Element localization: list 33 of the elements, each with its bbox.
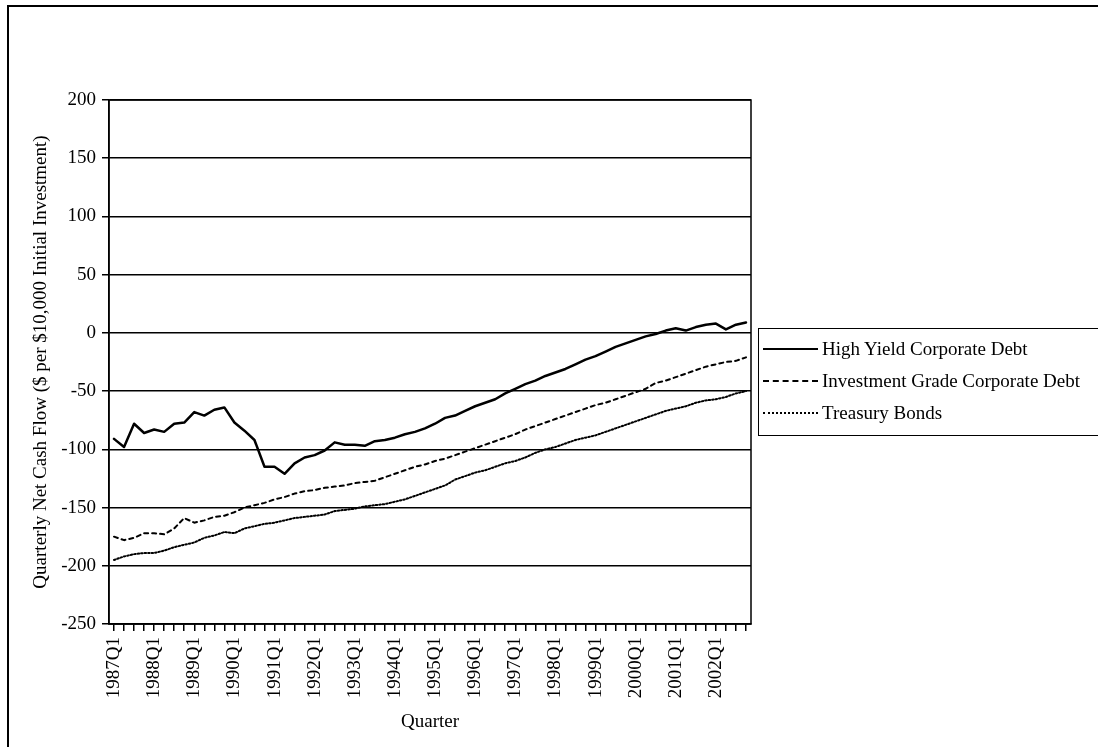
y-tick-label: 50 [77,262,96,284]
y-tick-label: -100 [61,437,96,459]
line-series [113,356,747,542]
y-tick-label: -200 [61,553,96,575]
x-tick-label: 1987Q1 [102,637,123,699]
legend-label: Investment Grade Corporate Debt [822,370,1080,392]
x-axis-title: Quarter [400,709,460,731]
y-tick-label: 100 [67,204,96,226]
y-axis-title: Quarterly Net Cash Flow ($ per $10,000 Initial Investment) [29,135,52,589]
y-tick-label: 0 [86,320,96,342]
x-tick-label: 1995Q1 [423,637,444,699]
x-tick-label: 1994Q1 [382,637,404,699]
legend-label: High Yield Corporate Debt [822,338,1028,360]
x-tick-label: 1991Q1 [262,637,284,699]
y-tick-label: -150 [61,495,96,517]
x-tick-label: 1999Q1 [583,637,605,699]
x-tick-label: 1998Q1 [543,637,565,699]
x-tick-label: 2001Q1 [663,637,685,699]
legend-label: Treasury Bonds [822,402,943,424]
x-tick-label: 2002Q1 [703,637,725,699]
x-tick-label: 1988Q1 [142,637,164,699]
y-tick-label: 200 [67,87,96,109]
line-series [113,390,747,561]
x-tick-label: 1997Q1 [503,637,525,699]
x-tick-label: 2000Q1 [623,637,645,699]
y-tick-label: -50 [70,379,96,401]
x-tick-label: 1989Q1 [182,637,204,699]
x-tick-label: 1996Q1 [463,637,485,699]
y-tick-label: 150 [67,146,96,168]
x-tick-label: 1990Q1 [222,637,244,699]
x-tick-label: 1993Q1 [342,637,364,699]
x-tick-label: 1992Q1 [302,637,324,699]
y-tick-label: -250 [61,611,96,633]
